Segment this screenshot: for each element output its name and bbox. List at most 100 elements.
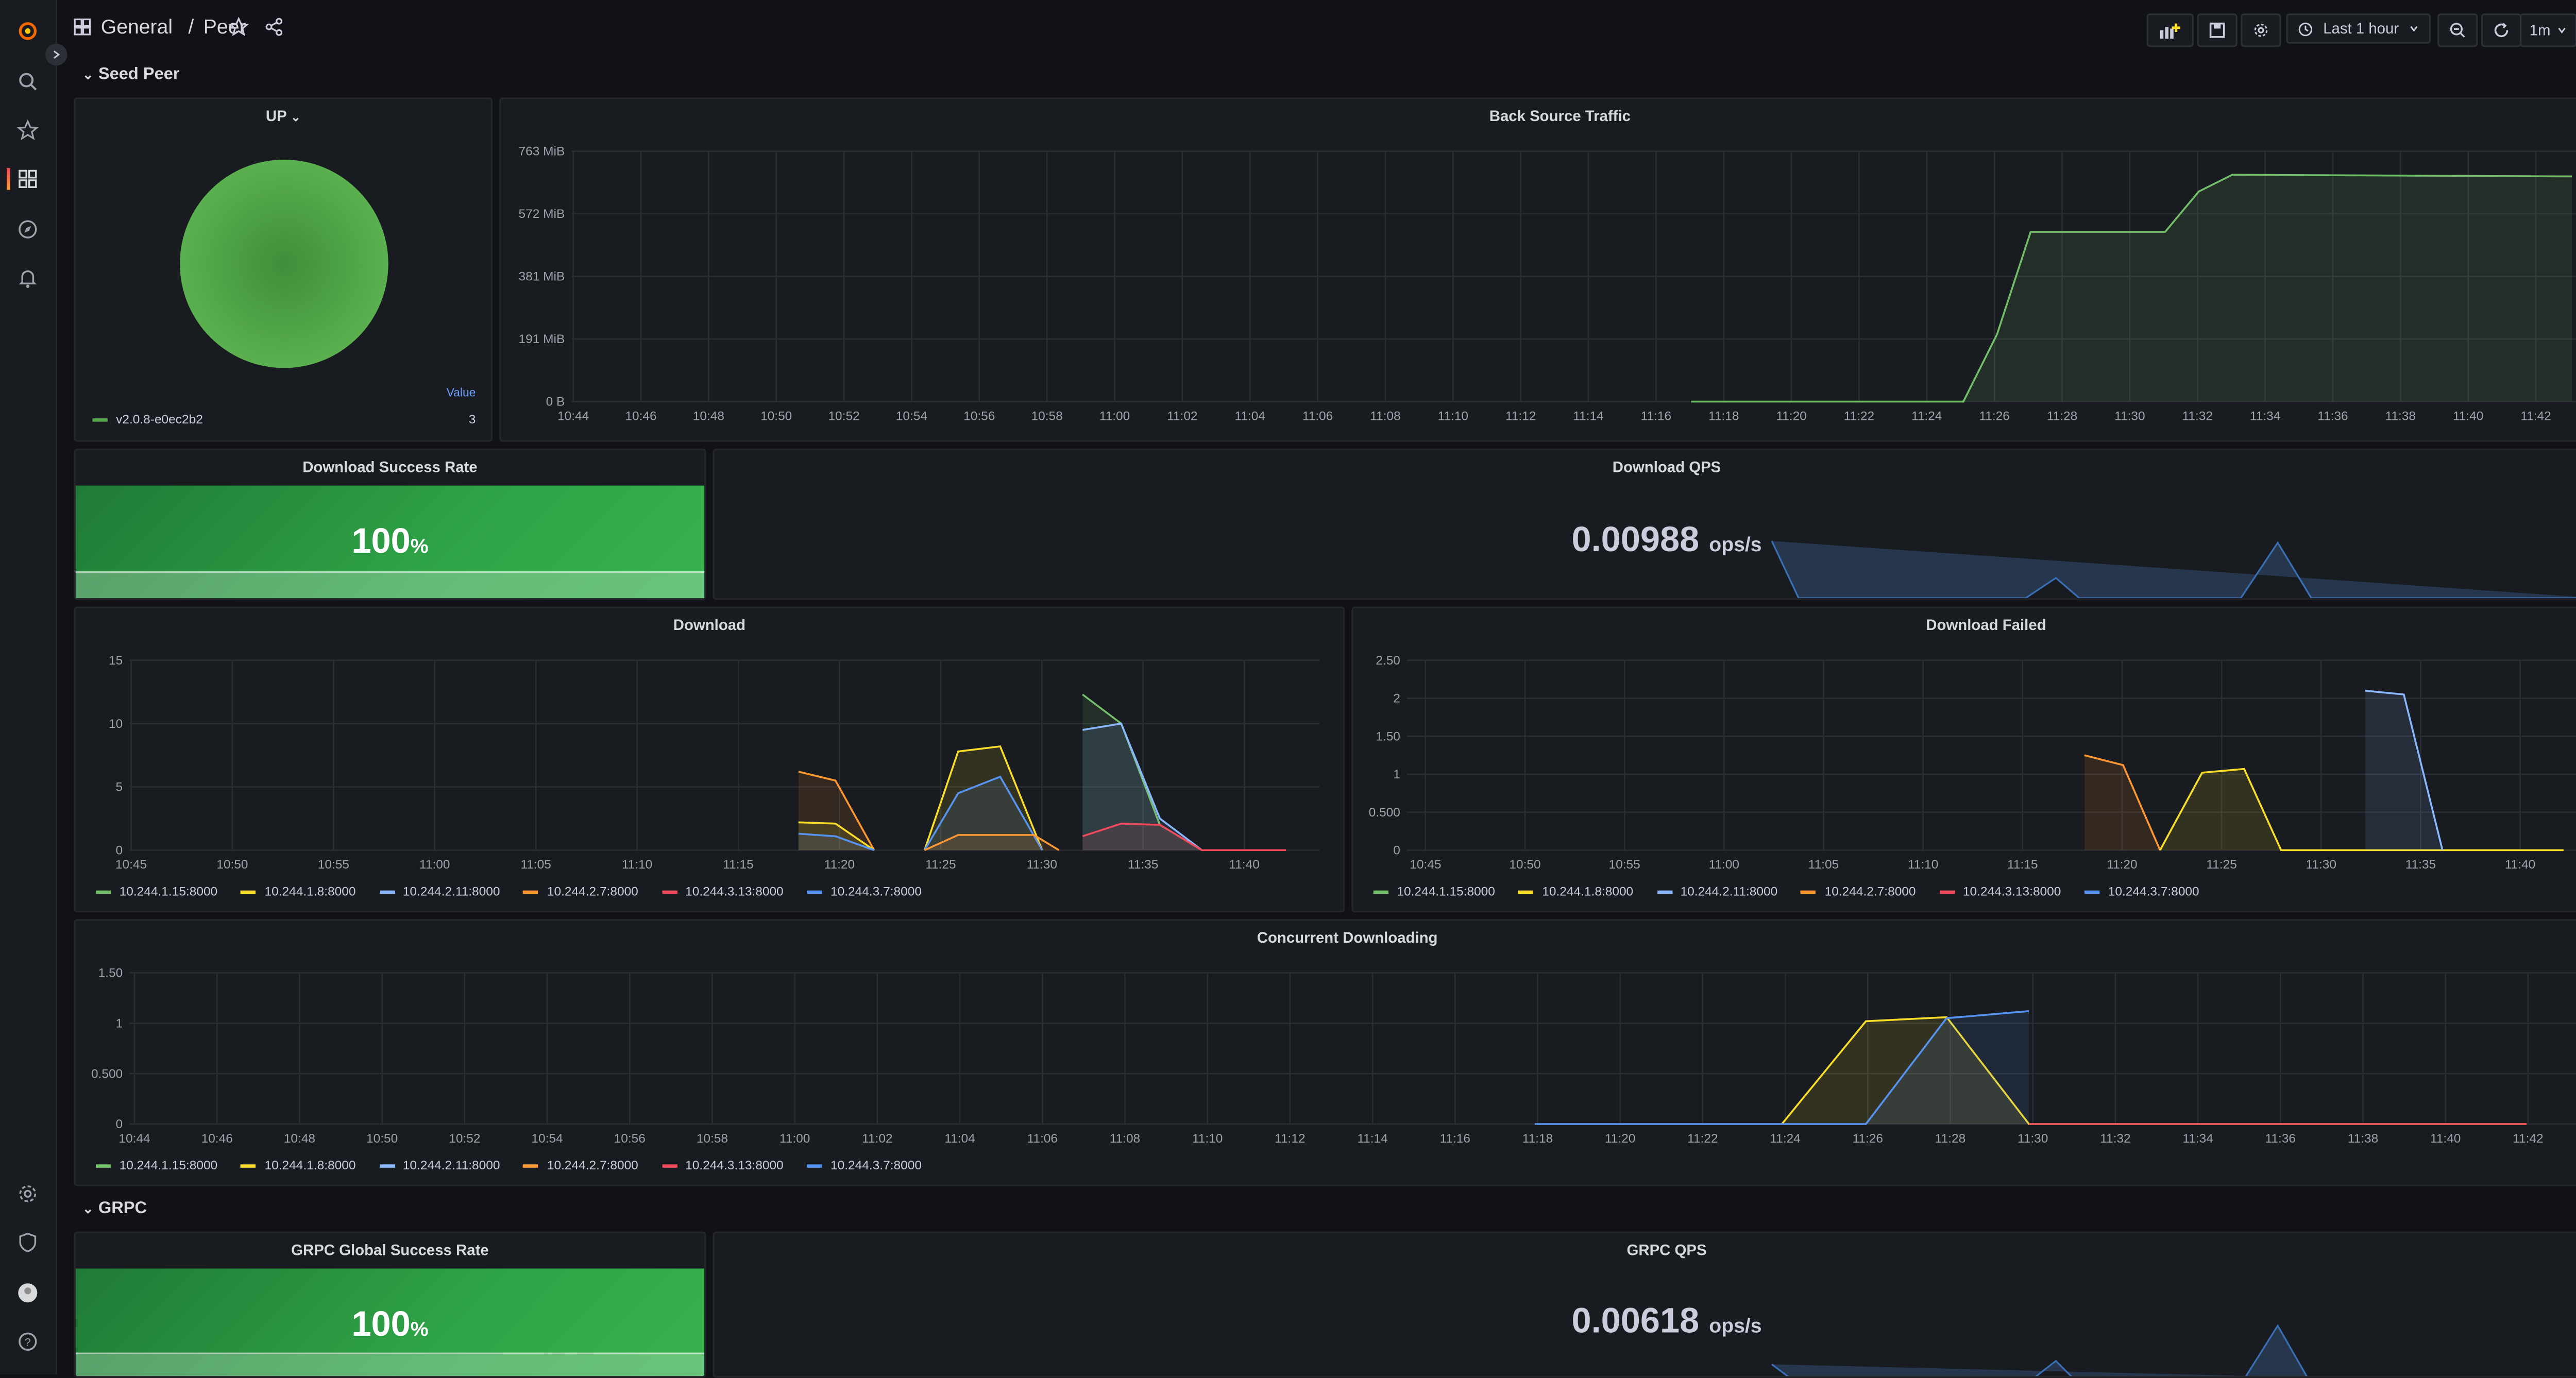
x-tick-label: 11:02 xyxy=(862,1132,892,1146)
legend-label: 10.244.1.8:8000 xyxy=(1542,883,1634,899)
grafana-logo-icon[interactable] xyxy=(13,17,42,45)
legend-item[interactable]: 10.244.1.8:8000 xyxy=(1518,883,1634,899)
panel-title[interactable]: Download xyxy=(673,617,746,634)
x-tick-label: 11:20 xyxy=(2107,858,2137,872)
time-range-picker[interactable]: Last 1 hour xyxy=(2286,13,2431,44)
clock-icon xyxy=(2298,22,2313,36)
refresh-button[interactable] xyxy=(2481,13,2522,47)
x-tick-label: 11:20 xyxy=(1605,1132,1635,1146)
panel-title[interactable]: GRPC QPS xyxy=(1626,1241,1707,1258)
pie-chart xyxy=(180,159,388,368)
add-panel-button[interactable] xyxy=(2146,13,2194,47)
failed-1-8-line xyxy=(2159,768,2564,852)
legend-item[interactable]: 10.244.1.8:8000 xyxy=(241,1158,355,1173)
x-tick-label: 11:36 xyxy=(2317,409,2348,423)
legend-item[interactable]: 10.244.1.15:8000 xyxy=(95,1158,217,1173)
x-tick-label: 11:18 xyxy=(1522,1132,1553,1146)
legend-item[interactable]: 10.244.2.11:8000 xyxy=(1656,884,1777,899)
y-tick-label: 763 MiB xyxy=(519,145,565,159)
panel-title[interactable]: Download Success Rate xyxy=(302,458,478,476)
series-2-7-area xyxy=(798,772,874,850)
legend-label: 10.244.2.7:8000 xyxy=(1824,883,1916,899)
legend-item[interactable]: 10.244.1.15:8000 xyxy=(1373,883,1495,899)
refresh-interval-picker[interactable]: 1m xyxy=(2519,13,2576,47)
avatar[interactable] xyxy=(13,1279,42,1307)
legend-item[interactable]: 10.244.3.7:8000 xyxy=(807,1158,922,1173)
panel-title[interactable]: Back Source Traffic xyxy=(1489,107,1631,125)
starred-icon[interactable] xyxy=(13,116,42,144)
legend-item[interactable]: 10.244.3.7:8000 xyxy=(2084,884,2199,899)
save-dashboard-button[interactable] xyxy=(2197,13,2238,47)
dashboard-settings-button[interactable] xyxy=(2241,13,2281,47)
x-tick-label: 11:30 xyxy=(1027,858,1057,872)
svg-text:?: ? xyxy=(25,1336,31,1348)
legend-row[interactable]: v2.0.8-e0ec2b2 3 xyxy=(92,412,476,427)
y-tick-label: 5 xyxy=(116,780,123,794)
explore-icon[interactable] xyxy=(13,215,42,243)
dashboard-grid-icon xyxy=(74,18,91,36)
zoom-out-button[interactable] xyxy=(2437,13,2478,47)
failed-2-11-area xyxy=(2365,690,2443,850)
star-icon[interactable] xyxy=(228,16,249,37)
x-tick-label: 11:00 xyxy=(419,858,450,872)
x-tick-label: 11:00 xyxy=(1709,858,1739,872)
stat-number: 0.00988 xyxy=(1571,521,1700,560)
panel-title[interactable]: GRPC Global Success Rate xyxy=(291,1241,489,1258)
shield-icon[interactable] xyxy=(13,1228,42,1256)
row-grpc[interactable]: ⌄ GRPC xyxy=(82,1200,147,1218)
legend-item[interactable]: 10.244.2.7:8000 xyxy=(1801,884,1916,899)
y-tick-label: 2 xyxy=(1393,692,1400,706)
back-source-series-area xyxy=(1691,175,2572,402)
row-seed-peer[interactable]: ⌄ Seed Peer xyxy=(82,65,180,84)
legend-item[interactable]: 10.244.3.13:8000 xyxy=(662,884,784,899)
series-2-7-mid-area xyxy=(924,835,1059,850)
share-icon[interactable] xyxy=(264,17,284,37)
legend-label: 10.244.1.15:8000 xyxy=(1397,883,1495,899)
legend-item[interactable]: 10.244.2.11:8000 xyxy=(379,1158,500,1173)
timeseries-chart: 15 10 5 010:45 10:50 10:55 11:00 11:05 11:10 11:1… xyxy=(109,654,1320,872)
time-range-label: Last 1 hour xyxy=(2323,20,2399,37)
legend-label: 10.244.3.7:8000 xyxy=(831,883,922,899)
y-tick-label: 1.50 xyxy=(98,966,123,980)
refresh-interval-label: 1m xyxy=(2529,22,2551,39)
x-tick-label: 11:04 xyxy=(1235,409,1265,423)
x-tick-label: 11:28 xyxy=(1935,1132,1965,1146)
y-tick-label: 0 xyxy=(116,1117,123,1131)
search-icon[interactable] xyxy=(13,67,42,95)
x-tick-label: 11:38 xyxy=(2385,409,2416,423)
panel-title[interactable]: Concurrent Downloading xyxy=(1257,929,1438,946)
sidebar-expand-button[interactable] xyxy=(45,43,67,66)
legend-header[interactable]: Value xyxy=(446,388,476,400)
panel-title[interactable]: Download QPS xyxy=(1612,458,1721,476)
dashboards-icon[interactable] xyxy=(13,165,42,193)
legend-item[interactable]: 10.244.2.7:8000 xyxy=(523,884,638,899)
legend-item[interactable]: 10.244.2.11:8000 xyxy=(379,884,500,899)
legend-name: v2.0.8-e0ec2b2 xyxy=(116,412,203,427)
legend-swatch xyxy=(1939,890,1955,893)
x-tick-label: 10:54 xyxy=(896,409,927,423)
alerting-icon[interactable] xyxy=(13,264,42,292)
row-title-seed-peer: Seed Peer xyxy=(98,65,180,84)
chevron-down-icon: ⌄ xyxy=(291,112,301,125)
timeseries-chart: 2.50 2 1.50 1 0.500 0 10:45 10:50 10:55 11:00 11:0… xyxy=(1369,654,2576,872)
concurrent-3-7-line xyxy=(1534,1010,2029,1125)
panel-title[interactable]: Download Failed xyxy=(1926,617,2046,634)
legend-item[interactable]: 10.244.3.13:8000 xyxy=(1939,884,2061,899)
legend-item[interactable]: 10.244.3.7:8000 xyxy=(807,884,922,899)
breadcrumb-folder[interactable]: General xyxy=(100,15,173,39)
panel-title-up[interactable]: UP ⌄ xyxy=(76,108,491,125)
stat-value: 100% xyxy=(76,1305,704,1346)
y-tick-label: 191 MiB xyxy=(519,332,565,346)
series-3-7-area xyxy=(924,776,1042,850)
settings-icon[interactable] xyxy=(13,1180,42,1208)
stat-unit: ops/s xyxy=(1709,532,1762,556)
pie-slice[interactable] xyxy=(180,159,388,368)
stat-unit: % xyxy=(410,534,429,558)
legend-item[interactable]: 10.244.2.7:8000 xyxy=(523,1158,638,1173)
legend-item[interactable]: 10.244.1.15:8000 xyxy=(95,884,217,899)
series-1-8-early-line xyxy=(798,821,875,851)
legend-item[interactable]: 10.244.1.8:8000 xyxy=(241,884,355,899)
help-icon[interactable]: ? xyxy=(13,1328,42,1356)
x-tick-label: 10:48 xyxy=(284,1132,315,1146)
legend-item[interactable]: 10.244.3.13:8000 xyxy=(662,1158,784,1173)
